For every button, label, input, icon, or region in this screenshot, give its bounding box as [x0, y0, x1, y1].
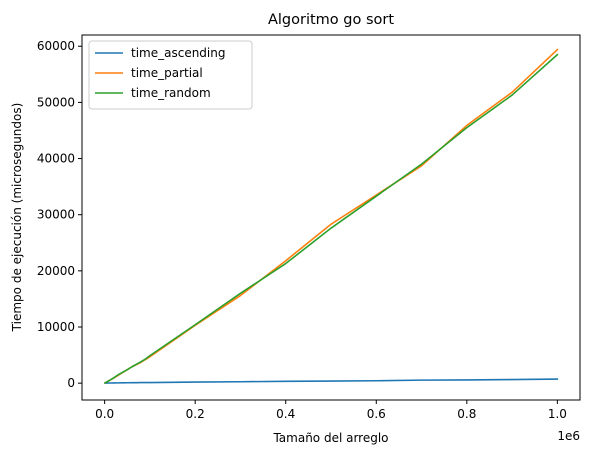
- x-tick-label: 1.0: [548, 407, 567, 421]
- y-tick-label: 40000: [37, 152, 75, 166]
- x-axis-label: Tamaño del arreglo: [272, 431, 388, 445]
- legend-label-time-ascending: time_ascending: [131, 46, 225, 60]
- y-tick-label: 50000: [37, 95, 75, 109]
- x-tick-label: 0.2: [186, 407, 205, 421]
- x-axis-offset-label: 1e6: [557, 429, 580, 443]
- legend-box: [88, 40, 253, 110]
- series-line-time-ascending: [104, 378, 559, 384]
- x-tick-label: 0.0: [95, 407, 114, 421]
- y-axis-label: Tiempo de ejecución (microsegundos): [10, 103, 24, 333]
- legend: time_ascending time_partial time_random: [88, 40, 253, 110]
- x-tick-label: 0.6: [367, 407, 386, 421]
- y-tick-label: 30000: [37, 208, 75, 222]
- y-tick-label: 0: [67, 376, 75, 390]
- series-line-time-random: [104, 53, 559, 384]
- y-axis: 0 10000 20000 30000 40000 50000 60000: [37, 39, 82, 390]
- x-tick-label: 0.4: [276, 407, 295, 421]
- y-tick-label: 60000: [37, 39, 75, 53]
- legend-label-time-random: time_random: [131, 86, 211, 100]
- plot-area-frame: [81, 34, 581, 401]
- y-tick-label: 20000: [37, 264, 75, 278]
- plot-lines: [104, 48, 559, 384]
- y-tick-label: 10000: [37, 320, 75, 334]
- legend-label-time-partial: time_partial: [131, 66, 203, 80]
- chart-title: Algoritmo go sort: [268, 12, 394, 28]
- x-axis: 0.0 0.2 0.4 0.6 0.8 1.0: [95, 400, 567, 421]
- x-tick-label: 0.8: [457, 407, 476, 421]
